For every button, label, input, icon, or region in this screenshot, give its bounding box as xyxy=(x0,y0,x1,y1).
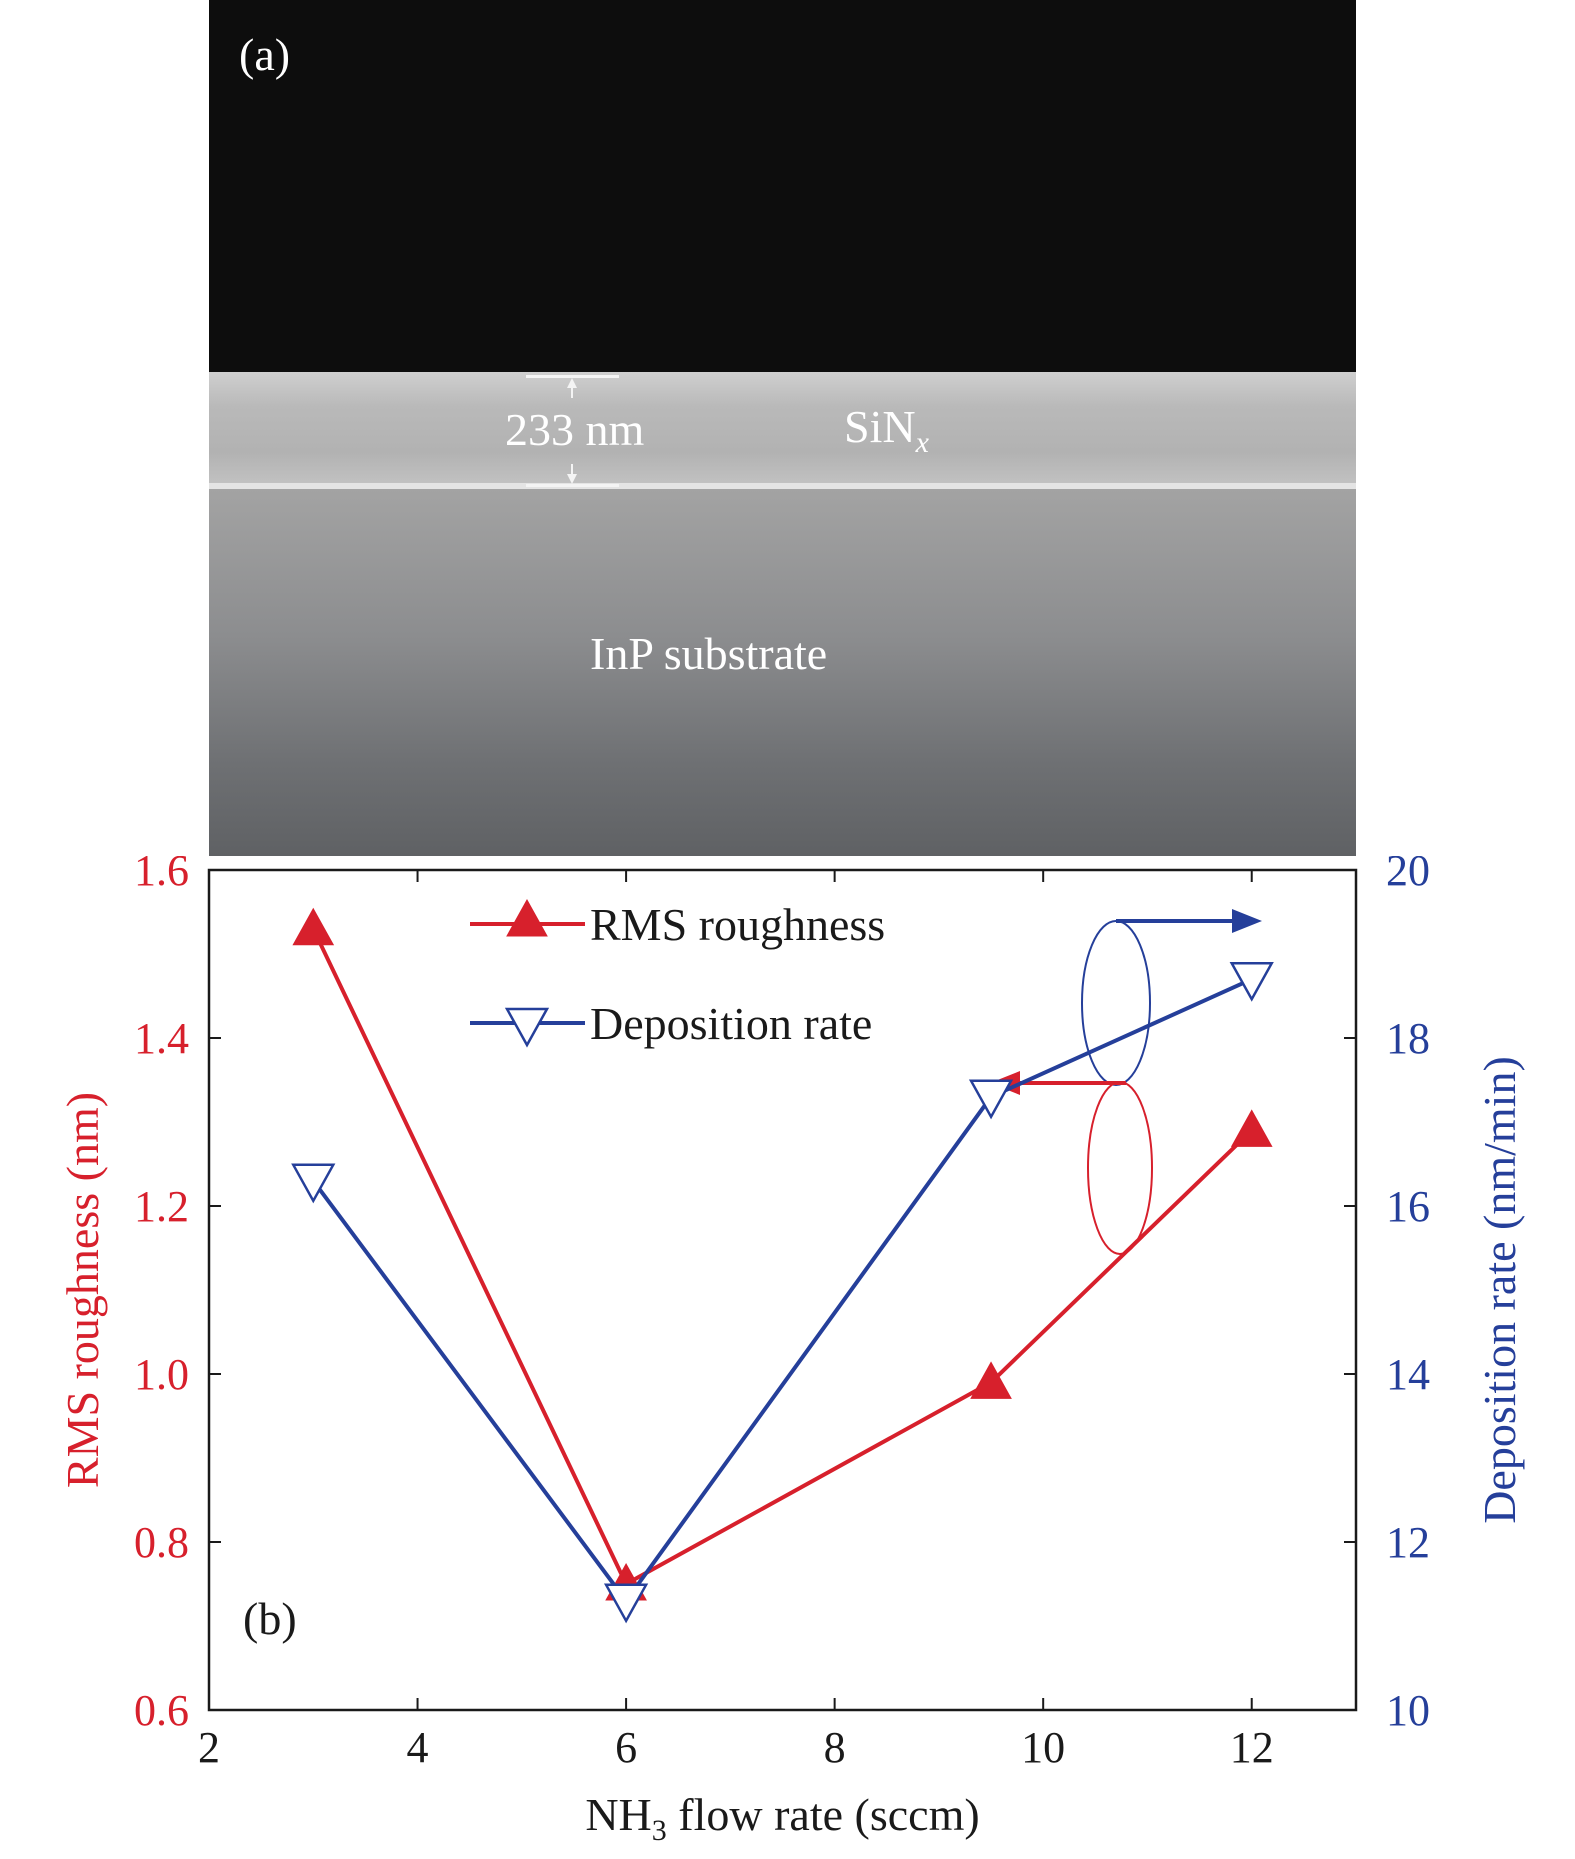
legend: RMS roughness Deposition rate xyxy=(470,898,885,1049)
x-tick-label: 12 xyxy=(1230,1723,1274,1772)
y-left-axis-title: RMS roughness (nm) xyxy=(57,1092,108,1488)
series-group xyxy=(291,907,1274,1624)
x-tick-label: 2 xyxy=(198,1723,220,1772)
deposition-rate-point xyxy=(968,1079,1014,1120)
deposition-rate-point xyxy=(603,1583,649,1624)
axes-frame-group xyxy=(207,868,1358,1712)
labels-group: 2 4 6 8 10 12 0.6 0.8 1.0 1.2 1.4 1.6 10 12 14 16 18 20 NH… xyxy=(57,856,1525,1847)
x-tick-label: 8 xyxy=(824,1723,846,1772)
sinx-label-main: SiN xyxy=(844,401,916,452)
sinx-label: SiNx xyxy=(844,400,929,460)
rms-roughness-point xyxy=(292,907,335,946)
y-left-tick-label: 0.6 xyxy=(134,1686,189,1735)
x-tick-label: 4 xyxy=(407,1723,429,1772)
inp-substrate-region xyxy=(209,489,1356,856)
y-left-tick-label: 1.6 xyxy=(134,856,189,895)
red-series-ellipse xyxy=(1087,1081,1153,1255)
x-axis-title: NH3 flow rate (sccm) xyxy=(585,1789,979,1847)
thickness-label: 233 nm xyxy=(505,404,645,455)
y-left-tick-label: 0.8 xyxy=(134,1518,189,1567)
blue-series-ellipse xyxy=(1081,920,1151,1086)
y-right-tick-label: 10 xyxy=(1386,1686,1430,1735)
rms-roughness-point xyxy=(1230,1109,1273,1147)
sinx-label-subscript: x xyxy=(915,426,929,459)
measure-top-line xyxy=(526,375,619,378)
panel-a-label: (a) xyxy=(239,29,291,80)
y-left-tick-label: 1.0 xyxy=(134,1350,189,1399)
substrate-label: InP substrate xyxy=(590,628,828,679)
y-left-tick-label: 1.2 xyxy=(134,1182,189,1231)
deposition-rate-line xyxy=(311,977,1253,1603)
chart-panel-b: RMS roughness Deposition rate 2 4 6 8 10 12 0.6… xyxy=(57,856,1525,1847)
y-right-axis-title: Deposition rate (nm/min) xyxy=(1474,1056,1525,1524)
y-right-tick-label: 16 xyxy=(1386,1182,1430,1231)
sinx-film-layer xyxy=(209,372,1356,487)
legend-label: RMS roughness xyxy=(590,899,885,950)
vacuum-region xyxy=(209,0,1356,372)
y-right-tick-label: 20 xyxy=(1386,856,1430,895)
x-tick-label: 6 xyxy=(615,1723,637,1772)
panel-b-label: (b) xyxy=(243,1593,297,1644)
measure-arrows xyxy=(567,378,577,484)
plot-frame xyxy=(207,868,1358,1712)
axis-indicator-annotations xyxy=(990,909,1262,1255)
rms-roughness-point xyxy=(970,1361,1012,1399)
film-substrate-interface xyxy=(209,483,1356,489)
x-tick-label: 10 xyxy=(1021,1723,1065,1772)
legend-marker-rms xyxy=(506,898,548,937)
y-left-tick-label: 1.4 xyxy=(134,1014,189,1063)
blue-right-arrow-head xyxy=(1232,909,1262,933)
y-right-tick-label: 18 xyxy=(1386,1014,1430,1063)
deposition-rate-point xyxy=(1229,961,1274,1002)
legend-marker-deposition xyxy=(504,1007,550,1048)
y-right-tick-label: 12 xyxy=(1386,1518,1430,1567)
rms-roughness-line xyxy=(311,927,1254,1586)
deposition-rate-point xyxy=(291,1163,336,1204)
measure-bottom-line xyxy=(526,484,619,487)
sem-image: (a) 233 nm SiNx InP substrate xyxy=(209,0,1356,856)
legend-label: Deposition rate xyxy=(590,998,872,1049)
y-right-tick-label: 14 xyxy=(1386,1350,1430,1399)
